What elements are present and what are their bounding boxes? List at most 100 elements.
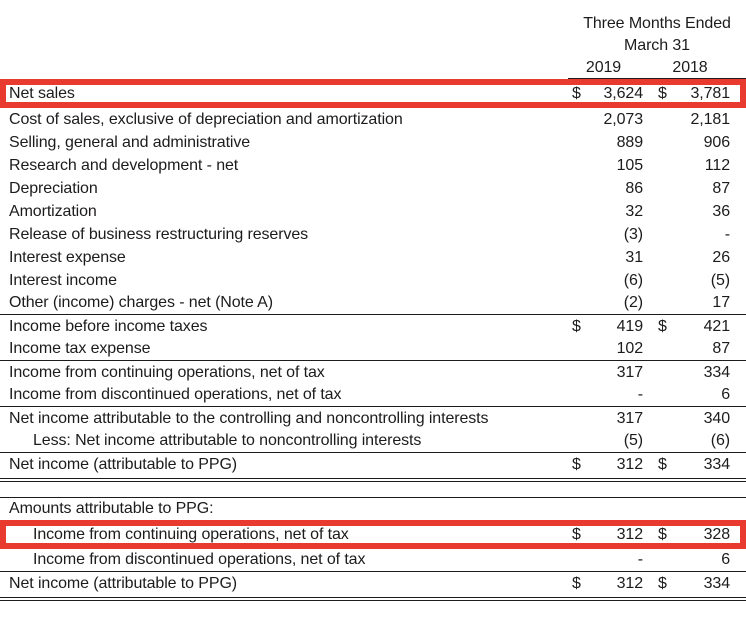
value-2018: 26 <box>712 248 730 266</box>
value-2019: 102 <box>616 340 644 357</box>
value-2019: 2,073 <box>603 110 643 128</box>
table-row: Research and development - net 105 112 <box>0 154 746 177</box>
table-body: Net sales $ 3,624 $ 3,781 Cost of sales,… <box>0 79 746 601</box>
row-label: Amounts attributable to PPG: <box>9 500 214 517</box>
table-row: Amounts attributable to PPG: <box>0 497 746 520</box>
value-2018: 2,181 <box>690 110 730 128</box>
row-label: Net income (attributable to PPG) <box>9 455 238 473</box>
value-2018: 334 <box>703 455 731 473</box>
table-row: Less: Net income attributable to noncont… <box>0 430 746 453</box>
dollar-sign-2018: $ <box>658 455 667 473</box>
value-2019: 312 <box>616 525 644 543</box>
value-2019: 31 <box>625 248 643 266</box>
row-label: Income tax expense <box>9 340 151 357</box>
period-title: Three Months Ended <box>583 15 731 32</box>
row-label: Other (income) charges - net (Note A) <box>9 294 273 311</box>
value-2019: 419 <box>616 317 644 335</box>
table-row: Other (income) charges - net (Note A) (2… <box>0 292 746 315</box>
table-row: Income from continuing operations, net o… <box>0 361 746 384</box>
row-label: Net sales <box>9 84 75 102</box>
value-2019: 889 <box>616 133 644 151</box>
dollar-sign-2019: $ <box>572 525 581 543</box>
table-row: Net sales $ 3,624 $ 3,781 <box>0 79 746 108</box>
double-rule <box>0 478 746 482</box>
row-label: Amortization <box>9 202 97 220</box>
table-header: Three Months Ended March 31 2019 2018 <box>0 0 746 79</box>
value-2018: (5) <box>710 271 730 289</box>
row-label: Income from continuing operations, net o… <box>9 363 325 381</box>
value-2019: 312 <box>616 455 644 473</box>
row-label: Selling, general and administrative <box>9 133 251 151</box>
value-2018: - <box>724 225 730 243</box>
row-label: Net income (attributable to PPG) <box>9 574 238 592</box>
table-row: Net income (attributable to PPG) $ 312 $… <box>0 453 746 476</box>
value-2019: 32 <box>625 202 643 220</box>
row-label: Release of business restructuring reserv… <box>9 225 309 243</box>
value-2018: 17 <box>712 294 730 311</box>
value-2018: 334 <box>703 574 731 592</box>
table-row: Depreciation 86 87 <box>0 177 746 200</box>
value-2019: 317 <box>616 363 644 381</box>
value-2018: 87 <box>712 340 730 357</box>
dollar-sign-2018: $ <box>658 525 667 543</box>
table-row: Income from discontinued operations, net… <box>0 549 746 572</box>
header-columns: Three Months Ended March 31 2019 2018 <box>568 13 746 79</box>
value-2018: 112 <box>704 156 730 174</box>
value-2018: 6 <box>721 386 730 403</box>
dollar-sign-2019: $ <box>572 574 581 592</box>
row-label: Income from discontinued operations, net… <box>33 551 366 568</box>
table-row: Income from discontinued operations, net… <box>0 384 746 407</box>
dollar-sign-2019: $ <box>572 455 581 473</box>
table-row: Cost of sales, exclusive of depreciation… <box>0 108 746 131</box>
period-subtitle: March 31 <box>624 37 690 54</box>
value-2018: 87 <box>712 179 730 197</box>
value-2019: 317 <box>616 409 644 427</box>
value-2018: 421 <box>703 317 731 335</box>
row-label: Interest income <box>9 271 117 289</box>
double-rule <box>0 597 746 601</box>
value-2018: 3,781 <box>690 84 730 102</box>
row-label: Interest expense <box>9 248 126 266</box>
value-2019: (3) <box>623 225 643 243</box>
table-row: Net income attributable to the controlli… <box>0 407 746 430</box>
year-2018-header: 2018 <box>672 59 708 76</box>
year-header-row: 2019 2018 <box>568 57 746 79</box>
table-row: Interest expense 31 26 <box>0 246 746 269</box>
row-label: Income before income taxes <box>9 317 208 335</box>
value-2018: 334 <box>703 363 731 381</box>
table-row: Net income (attributable to PPG) $ 312 $… <box>0 572 746 595</box>
section-spacer <box>0 482 746 497</box>
table-row: Selling, general and administrative 889 … <box>0 131 746 154</box>
value-2019: (5) <box>623 432 643 449</box>
value-2019: - <box>637 386 643 403</box>
value-2018: 340 <box>703 409 731 427</box>
value-2019: 312 <box>616 574 644 592</box>
dollar-sign-2018: $ <box>658 317 667 335</box>
value-2019: 3,624 <box>603 84 643 102</box>
value-2019: - <box>637 551 643 568</box>
value-2018: 6 <box>721 551 730 568</box>
dollar-sign-2019: $ <box>572 317 581 335</box>
table-row: Interest income (6) (5) <box>0 269 746 292</box>
dollar-sign-2018: $ <box>658 84 667 102</box>
table-row: Release of business restructuring reserv… <box>0 223 746 246</box>
value-2019: 105 <box>616 156 644 174</box>
year-2019-header: 2019 <box>585 59 622 76</box>
table-row: Amortization 32 36 <box>0 200 746 223</box>
row-label: Net income attributable to the controlli… <box>9 409 489 427</box>
row-label: Cost of sales, exclusive of depreciation… <box>9 110 403 128</box>
value-2018: 906 <box>703 133 731 151</box>
value-2018: 328 <box>703 525 731 543</box>
value-2018: (6) <box>710 432 730 449</box>
value-2019: (6) <box>623 271 643 289</box>
table-row: Income from continuing operations, net o… <box>0 520 746 549</box>
table-row: Income tax expense 102 87 <box>0 338 746 361</box>
row-label: Income from discontinued operations, net… <box>9 386 342 403</box>
value-2018: 36 <box>712 202 730 220</box>
header-spacer <box>0 13 568 79</box>
row-label: Depreciation <box>9 179 98 197</box>
row-label: Less: Net income attributable to noncont… <box>33 432 422 449</box>
table-row: Income before income taxes $ 419 $ 421 <box>0 315 746 338</box>
dollar-sign-2018: $ <box>658 574 667 592</box>
